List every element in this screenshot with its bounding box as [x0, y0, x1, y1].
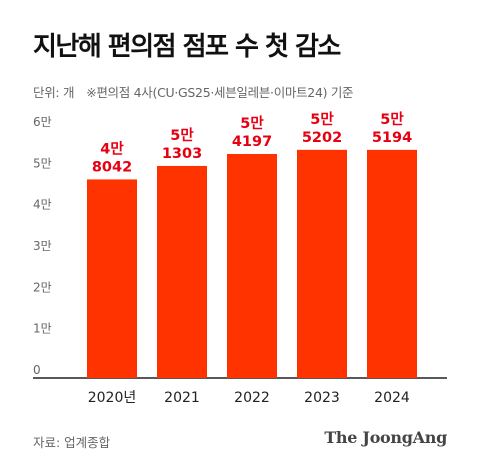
- source-scope-note: ※편의점 4사(CU·GS25·세븐일레븐·이마트24) 기준: [86, 85, 354, 100]
- x-tick-label: 2021: [164, 390, 200, 406]
- y-tick-label: 4만: [33, 198, 52, 212]
- bar: [157, 165, 207, 378]
- source-label: 자료: 업계종합: [33, 435, 111, 450]
- data-label-top: 5만: [380, 111, 404, 128]
- y-tick-label: 1만: [33, 322, 52, 336]
- bar: [227, 153, 277, 378]
- unit-note: 단위: 개 ※편의점 4사(CU·GS25·세븐일레븐·이마트24) 기준: [33, 82, 354, 101]
- data-label-top: 4만: [100, 140, 124, 157]
- data-label-top: 5만: [240, 115, 264, 132]
- bar: [367, 149, 417, 378]
- x-tick-label: 2024: [374, 390, 410, 406]
- data-label-bottom: 5202: [302, 130, 342, 146]
- y-tick-label: 0: [33, 363, 41, 377]
- chart-title: 지난해 편의점 점포 수 첫 감소: [33, 32, 341, 62]
- unit-label: 단위: 개: [33, 85, 75, 100]
- brand-logo: The JoongAng: [324, 428, 447, 447]
- y-tick-label: 2만: [33, 280, 52, 294]
- data-label-bottom: 1303: [162, 146, 202, 162]
- x-tick-label: 2020년: [88, 390, 137, 406]
- y-tick-label: 3만: [33, 239, 52, 253]
- bar: [297, 149, 347, 378]
- bar: [87, 179, 137, 378]
- data-label-top: 5만: [310, 111, 334, 128]
- data-label-bottom: 4197: [232, 134, 272, 150]
- data-label-top: 5만: [170, 127, 194, 144]
- x-tick-label: 2022: [234, 390, 270, 406]
- y-tick-label: 5만: [33, 156, 52, 170]
- x-tick-label: 2023: [304, 390, 340, 406]
- y-tick-label: 6만: [33, 115, 52, 129]
- data-label-bottom: 8042: [92, 159, 132, 175]
- data-label-bottom: 5194: [372, 130, 412, 146]
